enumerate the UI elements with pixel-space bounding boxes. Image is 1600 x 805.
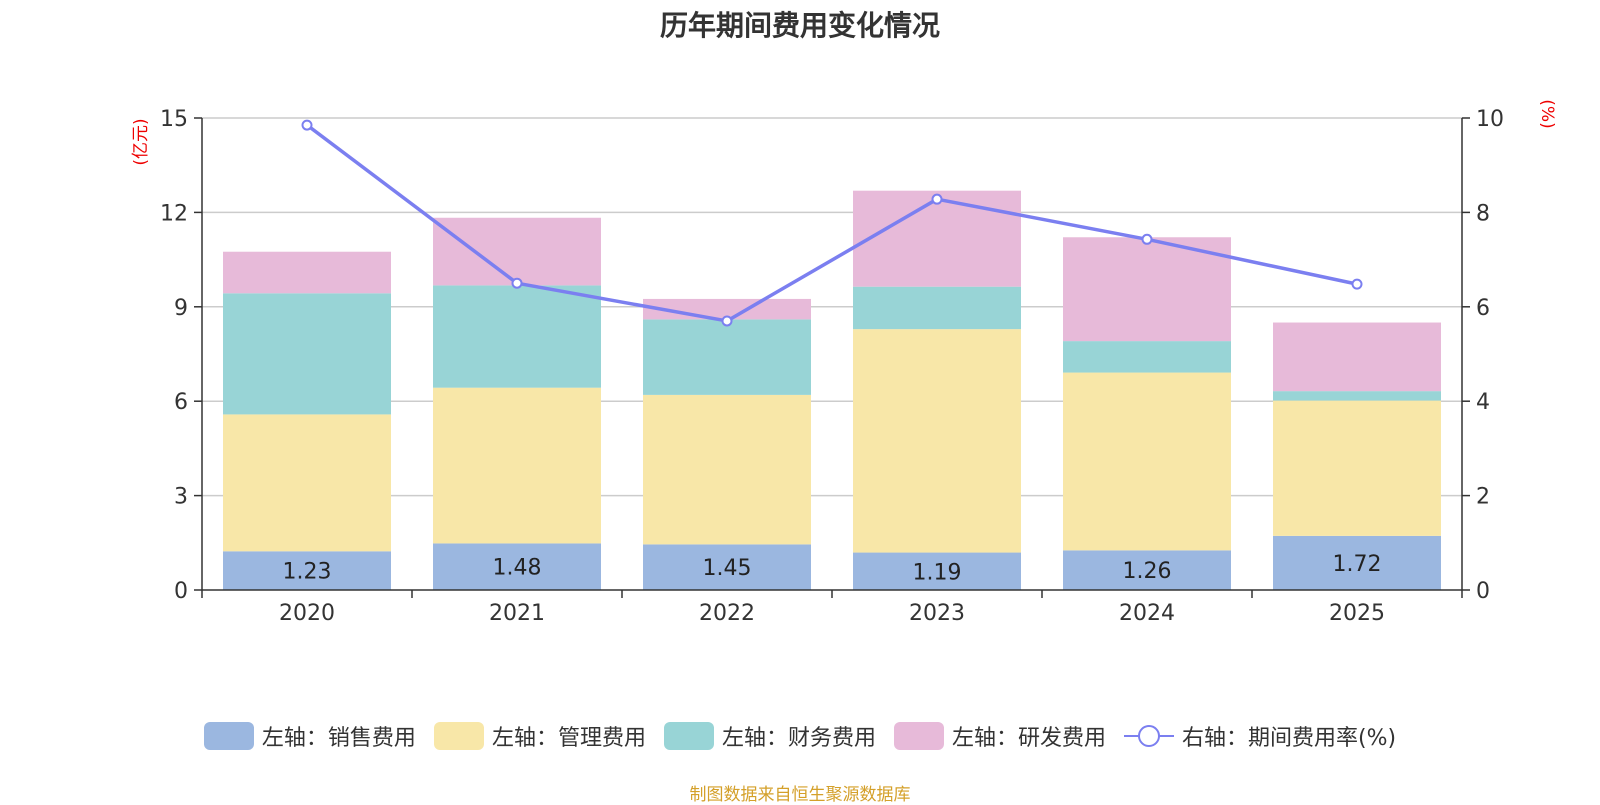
right-tick-label: 10 — [1476, 107, 1504, 132]
bar-segment-rnd — [433, 217, 601, 286]
legend-item-rnd[interactable]: 左轴：研发费用 — [893, 720, 1106, 752]
x-tick-label: 2022 — [699, 601, 755, 626]
expense-ratio-point — [301, 119, 313, 131]
right-tick-label: 6 — [1476, 296, 1490, 321]
bar-segment-rnd — [1273, 322, 1441, 392]
expense-ratio-point — [931, 193, 943, 205]
x-tick-label: 2021 — [489, 601, 545, 626]
bar-segment-admin — [643, 394, 811, 545]
legend-swatch-admin — [433, 722, 484, 750]
x-tick-label: 2020 — [279, 601, 335, 626]
left-tick-label: 12 — [160, 201, 188, 226]
left-tick-label: 0 — [174, 579, 188, 604]
right-tick-label: 8 — [1476, 201, 1490, 226]
bar-segment-finance — [433, 285, 601, 388]
bar-segment-sales — [1273, 535, 1441, 590]
bar-segment-admin — [433, 387, 601, 544]
legend-label-expense-ratio: 右轴：期间费用率(%) — [1181, 726, 1397, 751]
legend-item-admin[interactable]: 左轴：管理费用 — [433, 720, 646, 752]
legend-item-finance[interactable]: 左轴：财务费用 — [663, 720, 876, 752]
legend-label-admin: 左轴：管理费用 — [491, 726, 646, 751]
bar-data-label: 1.26 — [1123, 559, 1172, 584]
legend-line-marker-icon — [1123, 722, 1174, 750]
left-tick-label: 9 — [174, 296, 188, 321]
bar-data-label: 1.48 — [493, 556, 542, 581]
left-tick-label: 15 — [160, 107, 188, 132]
bar-segment-rnd — [1063, 237, 1231, 342]
bar-segment-finance — [223, 293, 391, 415]
legend-swatch-sales — [203, 722, 254, 750]
bar-segment-rnd — [853, 190, 1021, 287]
bar-segment-sales — [643, 544, 811, 590]
bar-segment-admin — [1273, 400, 1441, 536]
right-tick-label: 0 — [1476, 579, 1490, 604]
right-tick-label: 2 — [1476, 485, 1490, 510]
bar-segment-sales — [433, 543, 601, 590]
bar-segment-rnd — [223, 251, 391, 294]
bar-data-label: 1.45 — [703, 556, 752, 581]
x-tick-label: 2024 — [1119, 601, 1175, 626]
bar-segment-sales — [223, 551, 391, 590]
left-tick-label: 3 — [174, 485, 188, 510]
x-tick-label: 2025 — [1329, 601, 1385, 626]
bar-segment-admin — [223, 414, 391, 552]
expense-ratio-point — [1141, 233, 1153, 245]
bar-segment-finance — [1273, 391, 1441, 401]
bar-segment-finance — [853, 286, 1021, 330]
bar-segment-finance — [643, 319, 811, 395]
legend-item-expense-ratio[interactable]: 右轴：期间费用率(%) — [1123, 720, 1397, 752]
left-tick-label: 6 — [174, 390, 188, 415]
bar-segment-admin — [853, 329, 1021, 553]
source-note: 制图数据来自恒生聚源数据库 — [689, 785, 911, 805]
legend-label-sales: 左轴：销售费用 — [261, 726, 416, 751]
right-tick-label: 4 — [1476, 390, 1490, 415]
expense-ratio-line — [305, 123, 1358, 323]
left-axis-unit: (亿元) — [131, 118, 151, 165]
legend-item-sales[interactable]: 左轴：销售费用 — [203, 720, 416, 752]
bar-segment-sales — [1063, 550, 1231, 590]
legend: 左轴：销售费用 左轴：管理费用 左轴：财务费用 左轴：研发费用 右轴：期间费用率… — [0, 720, 1600, 752]
legend-swatch-finance — [663, 722, 714, 750]
bar-data-label: 1.19 — [913, 560, 962, 585]
bar-data-label: 1.23 — [283, 560, 332, 585]
expense-ratio-point — [1351, 278, 1363, 290]
legend-label-rnd: 左轴：研发费用 — [951, 726, 1106, 751]
x-tick-label: 2023 — [909, 601, 965, 626]
bar-segment-admin — [1063, 372, 1231, 551]
legend-label-finance: 左轴：财务费用 — [721, 726, 876, 751]
right-axis-unit: (%) — [1537, 99, 1557, 128]
chart-plot: 0 3 6 9 12 15 0 2 4 6 8 10 (亿元) (%) 2020 2021 2022 2023 20… — [131, 99, 1557, 626]
expense-ratio-point — [511, 277, 523, 289]
bar-segment-sales — [853, 552, 1021, 590]
bar-data-label: 1.72 — [1333, 552, 1382, 577]
expense-ratio-point — [721, 315, 733, 327]
bar-segment-finance — [1063, 341, 1231, 373]
chart-title: 历年期间费用变化情况 — [659, 9, 940, 42]
legend-swatch-rnd — [893, 722, 944, 750]
